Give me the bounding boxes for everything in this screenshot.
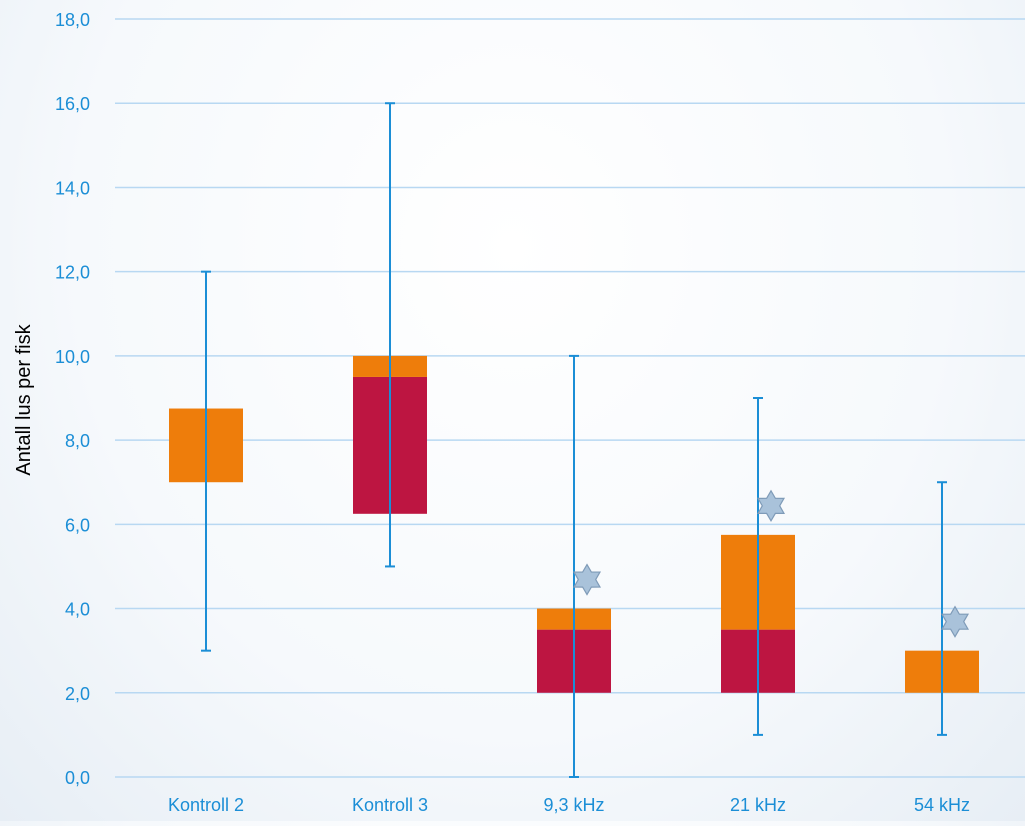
y-tick-label: 14,0 [55, 178, 90, 198]
y-tick-label: 0,0 [65, 768, 90, 788]
y-tick-label: 2,0 [65, 684, 90, 704]
x-tick-label: 9,3 kHz [543, 795, 604, 815]
y-tick-label: 18,0 [55, 10, 90, 30]
significance-star-icon [756, 489, 786, 523]
y-tick-label: 16,0 [55, 94, 90, 114]
x-tick-label: Kontroll 3 [352, 795, 428, 815]
y-axis-label: Antall lus per fisk [13, 323, 35, 475]
y-tick-label: 10,0 [55, 347, 90, 367]
y-tick-labels: 0,0 2,0 4,0 6,0 8,0 10,0 12,0 14,0 16,0 18,0 [55, 10, 90, 788]
significance-star-icon [940, 605, 970, 638]
x-tick-label: Kontroll 2 [168, 795, 244, 815]
y-tick-label: 6,0 [65, 515, 90, 535]
y-tick-label: 4,0 [65, 600, 90, 620]
whiskers [201, 102, 947, 778]
significance-markers [572, 489, 970, 638]
significance-star-icon [572, 563, 602, 596]
x-tick-label: 54 kHz [914, 795, 970, 815]
x-tick-labels: Kontroll 2 Kontroll 3 9,3 kHz 21 kHz 54 kHz [168, 795, 970, 815]
y-tick-label: 8,0 [65, 431, 90, 451]
y-tick-label: 12,0 [55, 263, 90, 283]
x-tick-label: 21 kHz [730, 795, 786, 815]
